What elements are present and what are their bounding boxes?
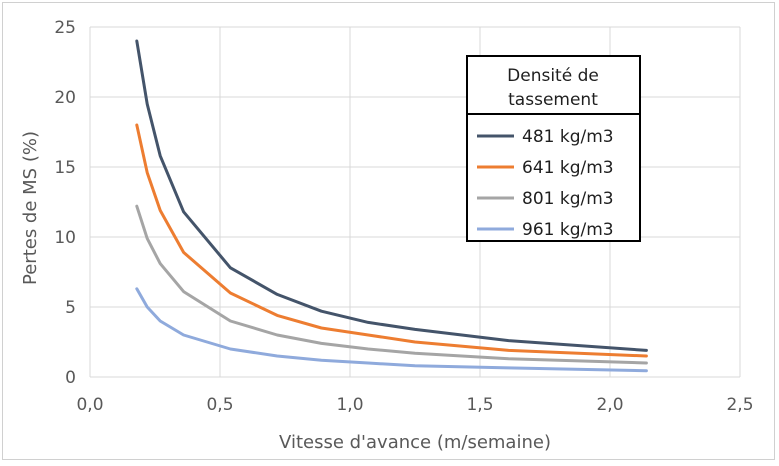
y-axis-title: Pertes de MS (%) bbox=[20, 131, 41, 285]
x-tick-label: 1,0 bbox=[336, 395, 363, 415]
legend-item: 961 kg/m3 bbox=[477, 220, 614, 240]
y-tick-label: 5 bbox=[65, 298, 76, 318]
x-tick-label: 0,5 bbox=[206, 395, 233, 415]
x-tick-label: 2,0 bbox=[596, 395, 623, 415]
legend: Densité de tassement 481 kg/m3 641 kg/m3 8… bbox=[466, 55, 641, 242]
y-tick-labels: 0 5 10 15 20 25 bbox=[54, 18, 76, 388]
series-line-1 bbox=[135, 39, 648, 352]
x-axis-title: Vitesse d'avance (m/semaine) bbox=[279, 432, 551, 453]
line-chart: 0 5 10 15 20 25 0,0 0,5 1,0 1,5 2,0 2,5 Pertes de … bbox=[20, 18, 754, 453]
legend-label: 801 kg/m3 bbox=[522, 189, 614, 209]
y-tick-label: 15 bbox=[54, 158, 76, 178]
legend-box bbox=[466, 55, 641, 242]
y-tick-label: 10 bbox=[54, 228, 76, 248]
y-tick-label: 20 bbox=[54, 88, 76, 108]
legend-title-line-1: Densité de bbox=[507, 66, 599, 86]
x-tick-labels: 0,0 0,5 1,0 1,5 2,0 2,5 bbox=[76, 395, 753, 415]
series-line-3 bbox=[135, 204, 648, 365]
x-tick-label: 0,0 bbox=[76, 395, 103, 415]
legend-label: 961 kg/m3 bbox=[522, 220, 614, 240]
legend-label: 641 kg/m3 bbox=[522, 158, 614, 178]
series-lines bbox=[135, 39, 648, 373]
legend-title-line-2: tassement bbox=[508, 90, 598, 110]
series-line-2 bbox=[135, 123, 648, 358]
legend-item: 641 kg/m3 bbox=[477, 158, 614, 178]
chart-frame: 0 5 10 15 20 25 0,0 0,5 1,0 1,5 2,0 2,5 Pertes de … bbox=[2, 2, 775, 460]
legend-item: 801 kg/m3 bbox=[477, 189, 614, 209]
x-tick-label: 1,5 bbox=[466, 395, 493, 415]
legend-label: 481 kg/m3 bbox=[522, 127, 614, 147]
legend-item: 481 kg/m3 bbox=[477, 127, 614, 147]
gridlines bbox=[89, 26, 741, 378]
legend-items: 481 kg/m3 641 kg/m3 801 kg/m3 961 kg/m3 bbox=[477, 127, 614, 240]
y-tick-label: 0 bbox=[65, 368, 76, 388]
x-tick-label: 2,5 bbox=[726, 395, 753, 415]
series-line-4 bbox=[135, 287, 648, 373]
y-tick-label: 25 bbox=[54, 18, 76, 38]
